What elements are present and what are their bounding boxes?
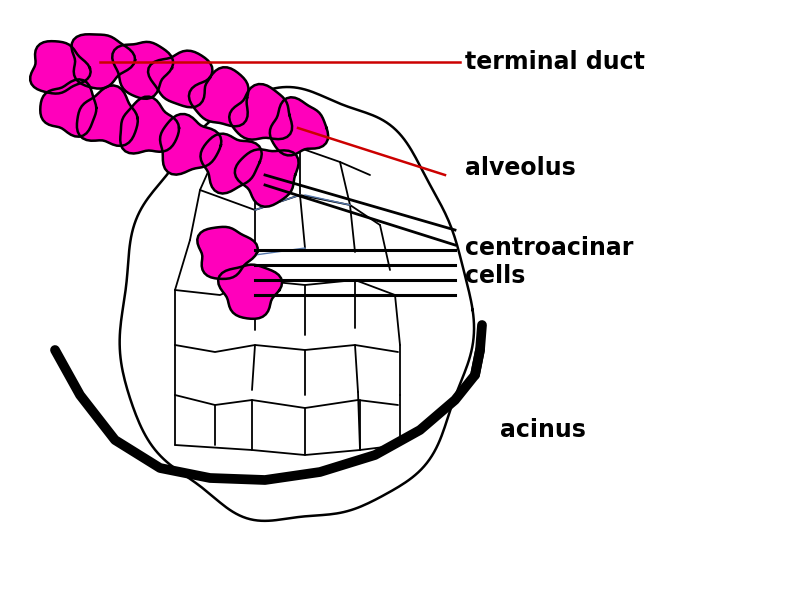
Polygon shape [71,34,135,89]
Polygon shape [235,149,298,207]
Polygon shape [148,50,213,107]
Polygon shape [112,42,173,99]
Polygon shape [120,97,179,154]
Polygon shape [160,114,222,175]
Polygon shape [201,134,262,194]
Text: acinus: acinus [500,418,586,442]
Text: centroacinar
cells: centroacinar cells [465,236,634,288]
Polygon shape [30,41,90,94]
Polygon shape [120,87,474,521]
Polygon shape [218,265,282,319]
Polygon shape [270,97,328,155]
Polygon shape [189,67,249,127]
Polygon shape [198,227,258,279]
Polygon shape [40,79,96,137]
Text: alveolus: alveolus [465,156,576,180]
Text: terminal duct: terminal duct [465,50,645,74]
Polygon shape [230,84,292,140]
Polygon shape [77,85,138,146]
